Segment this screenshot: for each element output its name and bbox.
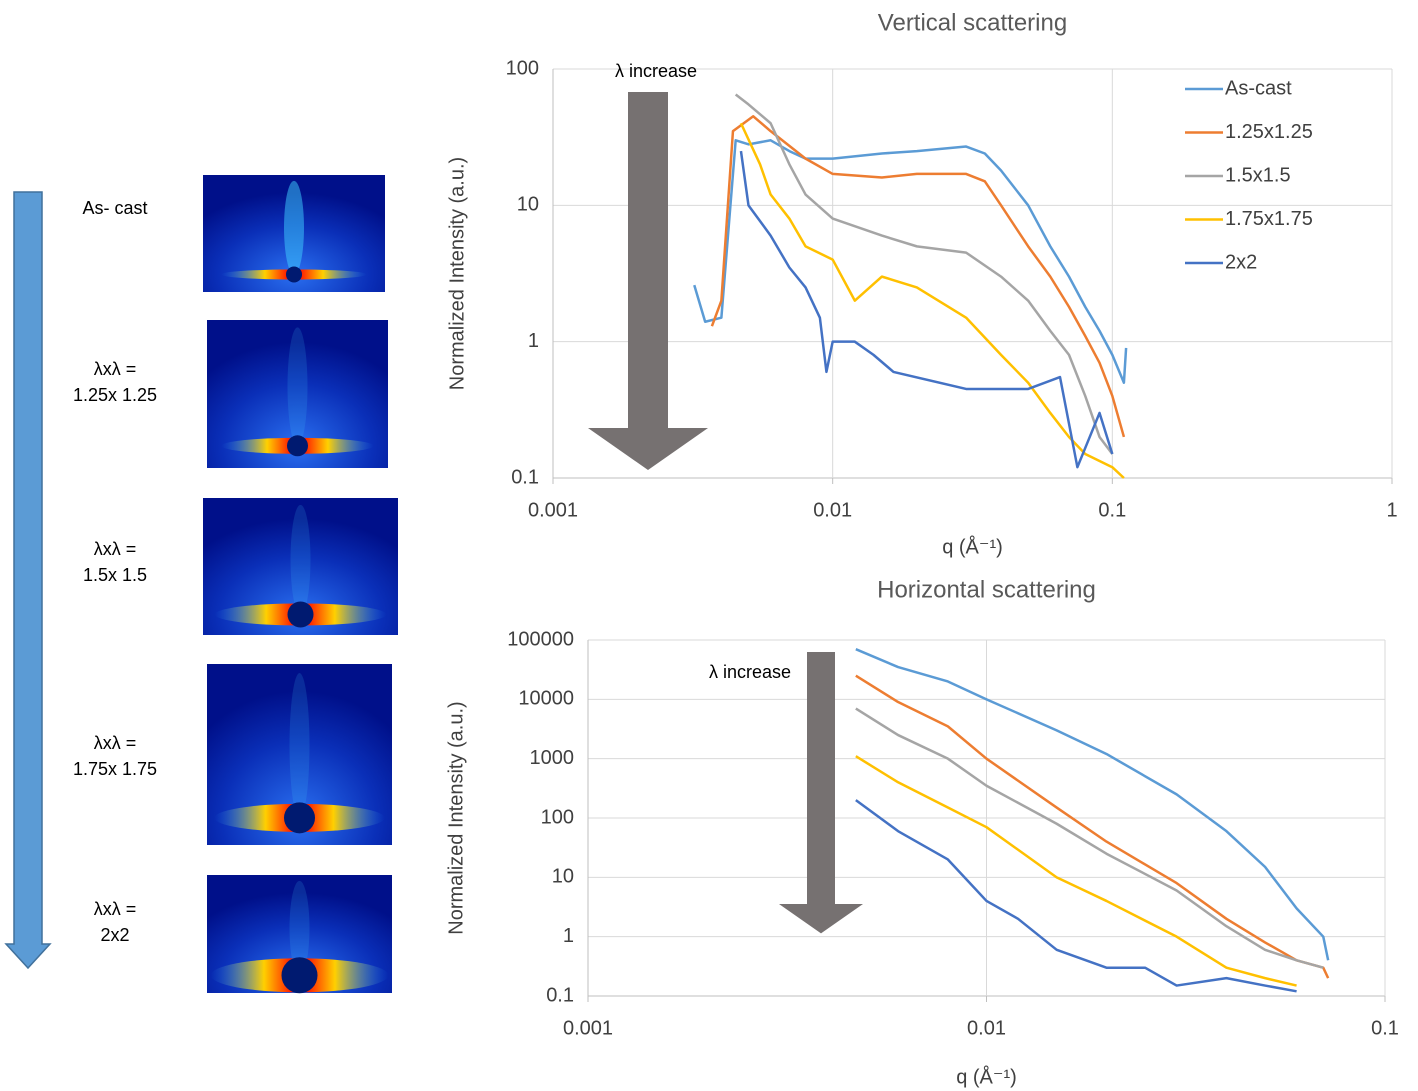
annotation-arrow: [588, 92, 708, 470]
x-tick-label: 0.01: [967, 1017, 1006, 1039]
x-axis-label: q (Å⁻¹): [942, 535, 1003, 558]
legend-label: As-cast: [1225, 77, 1292, 99]
scattering-glow: [289, 880, 310, 976]
scattering-glow: [284, 180, 304, 275]
y-tick-label: 0.1: [546, 984, 574, 1006]
y-tick-label: 10: [517, 194, 539, 216]
x-tick-label: 0.1: [1371, 1017, 1399, 1039]
progress-arrow: [4, 191, 52, 970]
y-tick-label: 10000: [518, 688, 574, 710]
beamstop: [286, 266, 302, 283]
annotation: λ increase: [709, 662, 791, 682]
sample-label: λxλ =: [94, 359, 137, 379]
scattering-glow: [289, 673, 310, 818]
sample-label: 1.5x 1.5: [83, 565, 147, 585]
series-line: [734, 93, 1114, 455]
series-line: [693, 139, 1128, 384]
legend-label: 2x2: [1225, 251, 1257, 273]
chart-title: Vertical scattering: [878, 9, 1067, 36]
sample-label: λxλ =: [94, 899, 137, 919]
y-tick-label: 100: [506, 57, 539, 79]
y-tick-label: 0.1: [511, 466, 539, 488]
chart: Horizontal scattering 0.1 1 10 100 1000 10000 1…: [445, 576, 1399, 1088]
legend-label: 1.5x1.5: [1225, 164, 1291, 186]
legend-label: 1.75x1.75: [1225, 208, 1313, 230]
series-line: [855, 707, 1324, 969]
scattering-glow: [287, 327, 308, 446]
x-tick-label: 0.1: [1098, 499, 1126, 521]
sample-label: 1.25x 1.25: [73, 385, 157, 405]
series-line: [855, 674, 1330, 979]
sample-label: 1.75x 1.75: [73, 759, 157, 779]
series-line: [855, 648, 1330, 961]
annotation: λ increase: [615, 61, 697, 81]
x-tick-label: 0.001: [528, 499, 578, 521]
scattering-glow: [290, 504, 311, 615]
series-line: [710, 115, 1126, 438]
y-tick-label: 1000: [530, 747, 575, 769]
x-axis-label: q (Å⁻¹): [956, 1065, 1017, 1088]
sample-label: As- cast: [82, 198, 147, 218]
beamstop: [281, 957, 318, 994]
beamstop: [284, 802, 315, 834]
y-tick-label: 1: [528, 330, 539, 352]
beamstop: [287, 435, 308, 457]
series-line: [739, 122, 1125, 479]
x-tick-label: 0.01: [813, 499, 852, 521]
y-tick-label: 1: [563, 925, 574, 947]
y-tick-label: 100000: [507, 628, 574, 650]
series-line: [739, 150, 1114, 469]
legend-label: 1.25x1.25: [1225, 121, 1313, 143]
sample-label: λxλ =: [94, 733, 137, 753]
y-axis-label: Normalized Intensity (a.u.): [445, 701, 467, 934]
chart-title: Horizontal scattering: [877, 576, 1096, 603]
sample-panel: As- cast λxλ = 1.25x 1.25 λxλ = 1.5x 1.5 λxλ …: [73, 175, 398, 994]
sample-label: 2x2: [100, 925, 129, 945]
y-tick-label: 10: [552, 866, 574, 888]
x-tick-label: 1: [1386, 499, 1397, 521]
beamstop: [287, 601, 314, 628]
annotation-arrow: [779, 652, 863, 934]
sample-label: λxλ =: [94, 539, 137, 559]
y-axis-label: Normalized Intensity (a.u.): [446, 157, 468, 390]
y-tick-label: 100: [541, 806, 574, 828]
series-line: [855, 799, 1297, 993]
chart: Vertical scattering 0.1 1 10 100 0.001 0.01 0.1…: [446, 9, 1397, 558]
x-tick-label: 0.001: [563, 1017, 613, 1039]
plots: Vertical scattering 0.1 1 10 100 0.001 0.01 0.1…: [445, 9, 1399, 1088]
series-line: [855, 755, 1297, 987]
